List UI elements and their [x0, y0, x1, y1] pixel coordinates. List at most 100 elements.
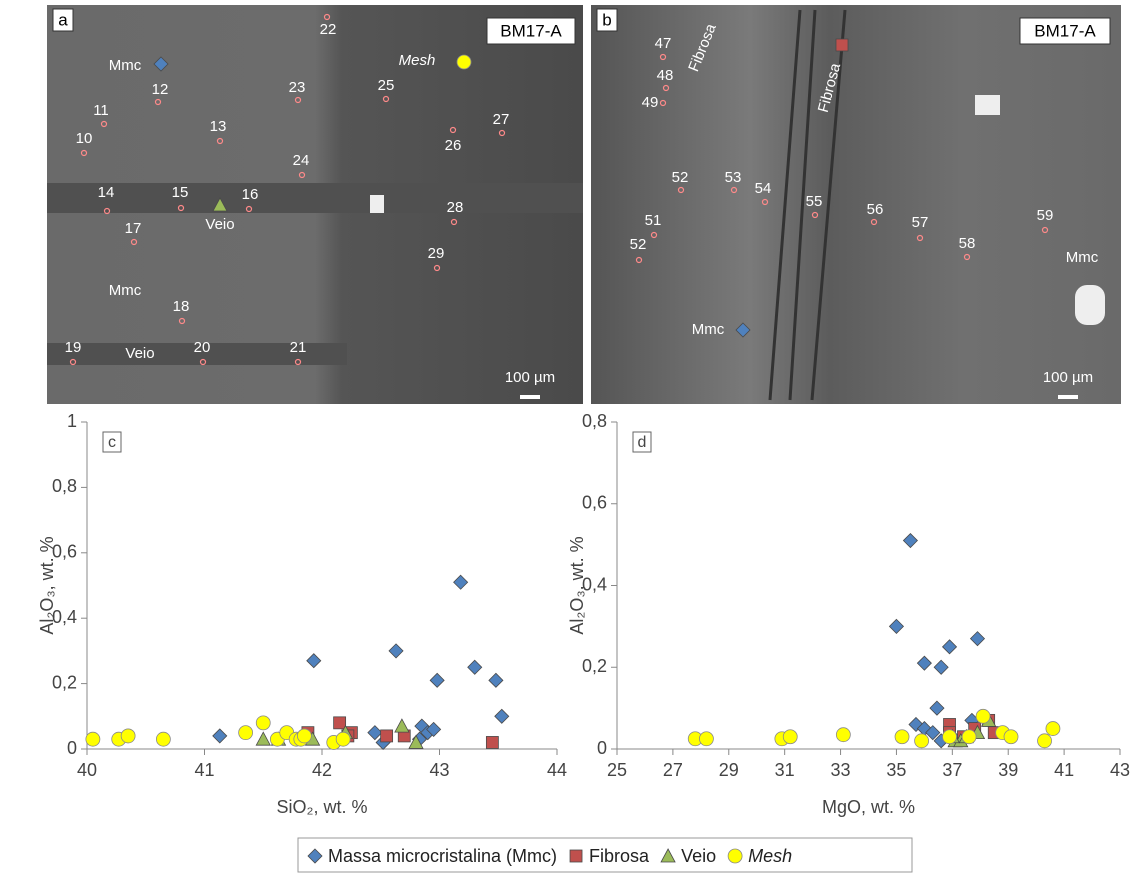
point-label: 51	[645, 212, 662, 229]
point-label: 58	[959, 235, 976, 252]
sample-box	[486, 17, 576, 45]
scale-bar	[520, 395, 540, 399]
point-dot	[177, 204, 185, 212]
point-dot	[761, 198, 769, 206]
point-label: 47	[655, 35, 672, 52]
data-point	[296, 728, 312, 744]
point-dot	[963, 253, 971, 261]
point-label: 54	[755, 180, 772, 197]
icon	[153, 56, 169, 72]
x-tick-label: 25	[607, 760, 627, 780]
point-label: 17	[125, 220, 142, 237]
x-tick-label: 43	[429, 760, 449, 780]
point-dot	[870, 218, 878, 226]
point-label: 14	[98, 184, 115, 201]
x-tick-label: 33	[831, 760, 851, 780]
point-label: 28	[447, 199, 464, 216]
point-dot	[498, 129, 506, 137]
data-point	[782, 729, 798, 745]
point-label: 26	[445, 137, 462, 154]
point-dot	[677, 186, 685, 194]
legend-marker	[307, 848, 323, 864]
data-point	[485, 736, 499, 749]
x-tick-label: 35	[886, 760, 906, 780]
x-tick-label: 39	[998, 760, 1018, 780]
legend-label: Fibrosa	[589, 846, 650, 866]
point-dot	[69, 358, 77, 366]
bright-grain	[1075, 285, 1105, 325]
data-point	[699, 731, 714, 747]
point-dot	[216, 137, 224, 145]
point-dot	[659, 99, 667, 107]
panel-letter: d	[638, 434, 647, 451]
data-point	[120, 728, 136, 744]
data-point	[333, 716, 347, 730]
sample-label: BM17-A	[1034, 21, 1096, 40]
point-label: 56	[867, 201, 884, 218]
data-point	[367, 725, 383, 741]
scale-bar	[1058, 395, 1078, 399]
data-point	[942, 729, 957, 745]
data-point	[467, 659, 483, 675]
region-label: Mmc	[1066, 249, 1099, 266]
data-point	[429, 672, 445, 688]
point-dot	[100, 120, 108, 128]
data-point	[961, 729, 977, 745]
x-tick-label: 44	[547, 760, 567, 780]
data-point	[925, 725, 941, 741]
data-point	[453, 574, 469, 590]
point-dot	[323, 13, 331, 21]
data-point	[488, 672, 504, 688]
point-dot	[635, 256, 643, 264]
region-label: Mmc	[109, 57, 142, 74]
x-tick-label: 42	[312, 760, 332, 780]
data-point	[916, 655, 932, 671]
point-label: 13	[210, 118, 227, 135]
data-point	[255, 731, 271, 746]
data-point	[1037, 733, 1052, 749]
point-label: 52	[672, 169, 689, 186]
data-point	[894, 729, 910, 745]
point-label: 24	[293, 152, 310, 169]
x-axis-label: MgO, wt. %	[822, 797, 915, 817]
point-dot	[298, 171, 306, 179]
icon	[212, 197, 228, 212]
panel-letter-box	[102, 431, 122, 453]
point-dot	[916, 234, 924, 242]
panel-letter: c	[108, 434, 116, 451]
x-tick-label: 41	[1054, 760, 1074, 780]
data-point	[388, 643, 404, 659]
x-tick-label: 29	[719, 760, 739, 780]
region-label: Mesh	[399, 52, 436, 69]
sample-box	[1019, 17, 1111, 45]
data-point	[335, 731, 351, 747]
legend-label: Massa microcristalina (Mmc)	[328, 846, 557, 866]
data-point	[933, 659, 949, 675]
data-point	[155, 731, 171, 747]
y-tick-label: 1	[67, 411, 77, 431]
region-label: Veio	[125, 345, 154, 362]
x-tick-label: 43	[1110, 760, 1130, 780]
point-dot	[1041, 226, 1049, 234]
data-point	[1003, 729, 1019, 745]
data-point	[408, 734, 424, 749]
point-label: 59	[1037, 207, 1054, 224]
icon	[835, 38, 849, 52]
point-dot	[650, 231, 658, 239]
panel-letter-box	[596, 8, 618, 32]
data-point	[212, 728, 228, 744]
point-dot	[199, 358, 207, 366]
point-dot	[178, 317, 186, 325]
point-dot	[245, 205, 253, 213]
bright-grain	[975, 95, 1000, 115]
bright-grain	[370, 195, 384, 213]
data-point	[888, 618, 905, 634]
icon	[456, 54, 472, 70]
y-tick-label: 0,2	[582, 656, 607, 676]
point-label: 15	[172, 184, 189, 201]
scale-bar-label: 100 µm	[505, 369, 555, 386]
data-point	[238, 725, 254, 741]
data-point	[835, 727, 851, 743]
data-point	[494, 708, 510, 724]
y-tick-label: 0,4	[52, 607, 77, 627]
